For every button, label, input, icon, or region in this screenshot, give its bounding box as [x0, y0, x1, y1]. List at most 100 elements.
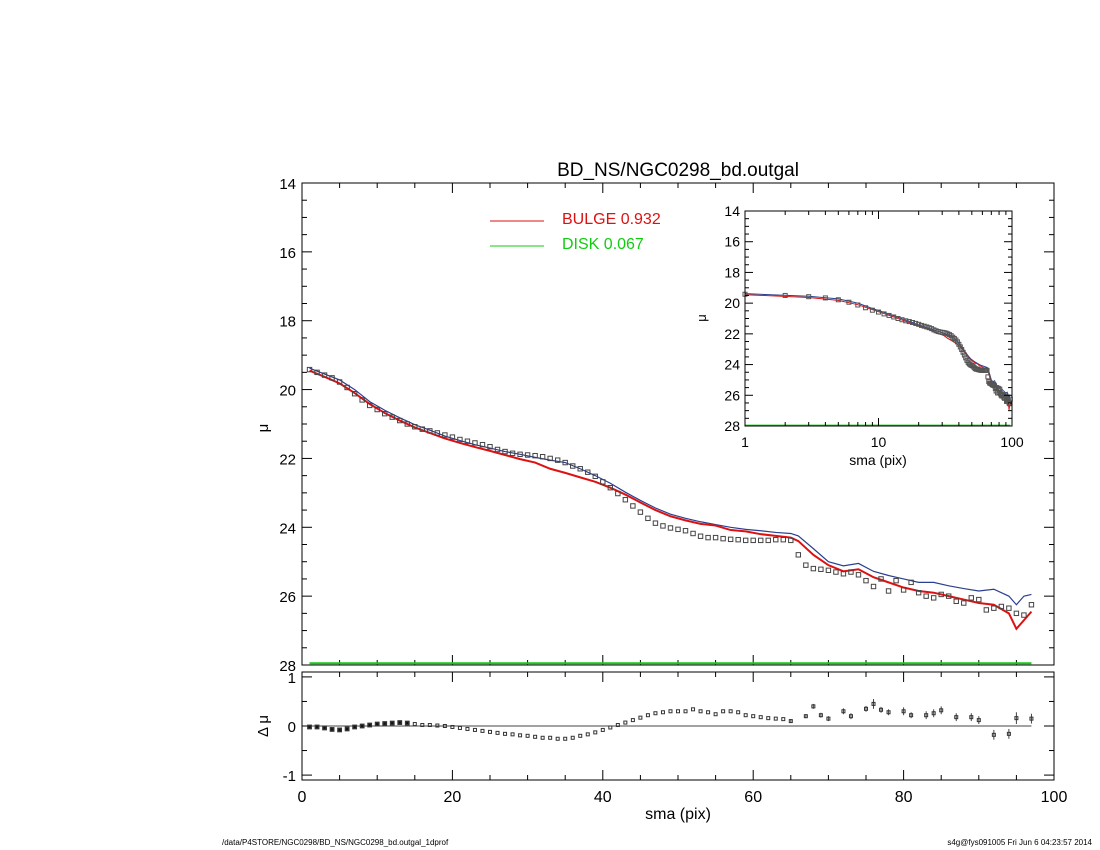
data-point: [991, 605, 997, 611]
data-point: [682, 528, 689, 534]
inset-x-ticks: 1 10 100: [741, 211, 1024, 450]
residual-point: [736, 710, 741, 715]
residual-point: [495, 730, 500, 735]
inset-y-tick-label: 18: [724, 264, 740, 280]
data-point: [637, 509, 644, 515]
residual-point: [382, 721, 388, 726]
legend-bulge-label: BULGE 0.932: [562, 211, 661, 228]
data-point: [652, 520, 659, 526]
residual-x-tick-label: 100: [1041, 789, 1068, 806]
data-point: [374, 406, 380, 413]
residual-point: [374, 721, 380, 727]
residual-y-ticks: 1 0 -1: [283, 670, 1054, 785]
data-point: [825, 567, 832, 574]
residual-point: [691, 707, 696, 712]
residual-point: [976, 718, 981, 723]
data-point: [900, 587, 907, 593]
residual-point: [848, 714, 853, 719]
inset-data-point: [913, 320, 919, 326]
residual-x-ticks: 0 20 40 60 80 100: [298, 672, 1068, 806]
data-point: [600, 479, 606, 485]
residual-point: [404, 720, 410, 726]
data-point: [833, 569, 839, 575]
residual-point: [555, 736, 560, 741]
residual-point: [886, 710, 891, 715]
residual-point: [465, 726, 470, 731]
residual-x-tick-label: 40: [594, 789, 612, 806]
residual-point: [954, 715, 959, 720]
data-point: [524, 452, 531, 458]
inset-data-point: [906, 319, 912, 325]
residual-point: [879, 707, 884, 712]
data-point: [705, 534, 711, 541]
inset-data-point: [822, 295, 828, 301]
residual-point: [969, 715, 974, 720]
inset-data-point: [960, 349, 966, 355]
data-point: [946, 593, 952, 599]
inset-panel: μ sma (pix) 14 16 18 20 22 24 26 28 1 10 100: [694, 203, 1024, 468]
residual-point: [427, 723, 432, 728]
inset-data-point: [869, 307, 875, 313]
residual-point: [638, 715, 643, 720]
residual-point: [841, 709, 846, 714]
data-point: [848, 569, 854, 575]
residual-x-tick-label: 80: [895, 789, 913, 806]
residual-point: [623, 720, 628, 725]
data-point: [321, 372, 328, 378]
data-point: [788, 537, 794, 544]
inset-y-tick-label: 14: [724, 203, 740, 219]
main-series-group: [306, 366, 1035, 665]
residual-point: [788, 719, 793, 724]
inset-data-point: [863, 305, 869, 311]
data-point: [953, 598, 959, 605]
residual-point: [307, 724, 312, 730]
inset-data-point: [957, 344, 963, 350]
residual-point: [803, 714, 808, 719]
residual-point: [480, 728, 485, 733]
residual-point: [540, 735, 545, 740]
residual-point: [518, 733, 523, 738]
residual-x-tick-label: 20: [444, 789, 462, 806]
data-point: [675, 526, 681, 533]
data-point: [547, 455, 553, 462]
data-point: [750, 537, 756, 544]
data-point: [1013, 610, 1020, 617]
residual-point: [713, 712, 718, 717]
residual-point: [721, 709, 726, 714]
residual-x-axis-label: sma (pix): [645, 806, 711, 823]
main-y-tick-label: 22: [279, 451, 296, 468]
data-point: [494, 446, 501, 453]
residual-y-tick-label: -1: [283, 768, 296, 785]
data-point: [908, 579, 914, 586]
inset-y-tick-label: 28: [724, 418, 740, 434]
residual-point: [442, 724, 447, 728]
residual-y-tick-label: 1: [288, 670, 296, 687]
data-point: [615, 490, 621, 497]
data-point: [930, 595, 937, 601]
residual-point: [352, 724, 358, 730]
residual-point: [698, 709, 703, 714]
data-point: [878, 576, 884, 582]
data-point: [434, 430, 441, 436]
footer-timestamp: s4g@fys091005 Fri Jun 6 04:23:57 2014: [947, 838, 1092, 847]
data-point: [351, 391, 358, 397]
main-y-tick-label: 24: [279, 520, 296, 537]
inset-data-point: [919, 322, 925, 328]
residual-point: [608, 725, 613, 730]
data-point: [735, 536, 741, 543]
residual-point: [901, 709, 906, 714]
main-y-axis-label: μ: [255, 424, 272, 433]
data-point: [472, 440, 478, 446]
data-point: [780, 536, 786, 543]
inset-y-tick-label: 16: [724, 234, 740, 250]
data-point: [464, 438, 471, 444]
inset-series-group: [742, 291, 1013, 426]
data-point: [893, 577, 899, 584]
data-point: [690, 530, 696, 537]
data-point: [539, 454, 546, 460]
residual-point: [660, 710, 665, 715]
inset-x-axis-label: sma (pix): [849, 452, 907, 468]
main-y-ticks: 14 16 18 20 22 24 26 28: [279, 176, 1054, 675]
data-point: [773, 536, 779, 543]
footer-file-path: /data/P4STORE/NGC0298/BD_NS/NGC0298_bd.o…: [222, 838, 449, 847]
